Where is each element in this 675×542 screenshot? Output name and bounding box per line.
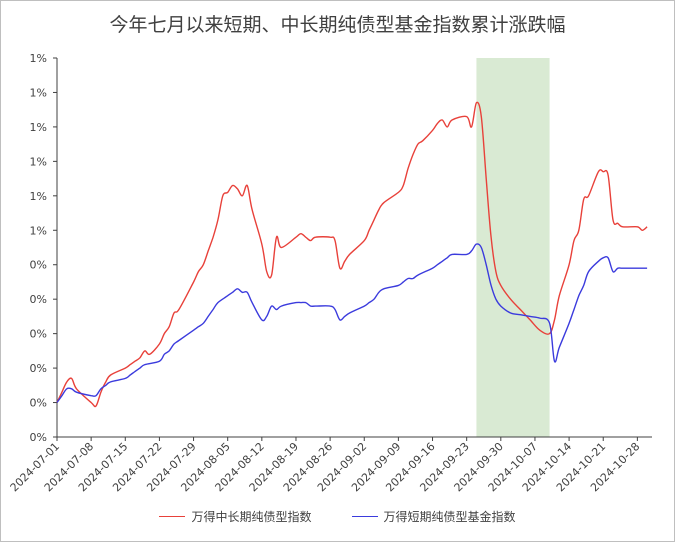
y-tick-label: 0% xyxy=(30,328,47,341)
y-tick-label: 1% xyxy=(30,224,47,237)
chart-legend: 万得中长期纯债型指数 万得短期纯债型基金指数 xyxy=(0,508,675,525)
y-tick-label: 0% xyxy=(30,259,47,272)
y-tick-label: 0% xyxy=(30,431,47,444)
y-tick-label: 0% xyxy=(30,397,47,410)
y-tick-label: 0% xyxy=(30,362,47,375)
legend-label-series-1: 万得短期纯债型基金指数 xyxy=(383,510,516,524)
y-tick-label: 1% xyxy=(30,52,47,65)
series-line-1 xyxy=(56,243,648,403)
y-tick-label: 1% xyxy=(30,155,47,168)
highlight-region xyxy=(476,58,550,437)
legend-swatch-series-0 xyxy=(159,516,186,517)
y-tick-label: 1% xyxy=(30,86,47,99)
chart-title: 今年七月以来短期、中长期纯债型基金指数累计涨跌幅 xyxy=(109,14,566,36)
legend-label-series-0: 万得中长期纯债型指数 xyxy=(191,510,312,524)
series-line-0 xyxy=(56,101,648,408)
legend-item-series-0: 万得中长期纯债型指数 xyxy=(159,508,312,525)
legend-swatch-series-1 xyxy=(351,516,378,517)
y-tick-label: 1% xyxy=(30,190,47,203)
y-tick-label: 1% xyxy=(30,121,47,134)
legend-item-series-1: 万得短期纯债型基金指数 xyxy=(351,508,516,525)
y-tick-label: 0% xyxy=(30,293,47,306)
